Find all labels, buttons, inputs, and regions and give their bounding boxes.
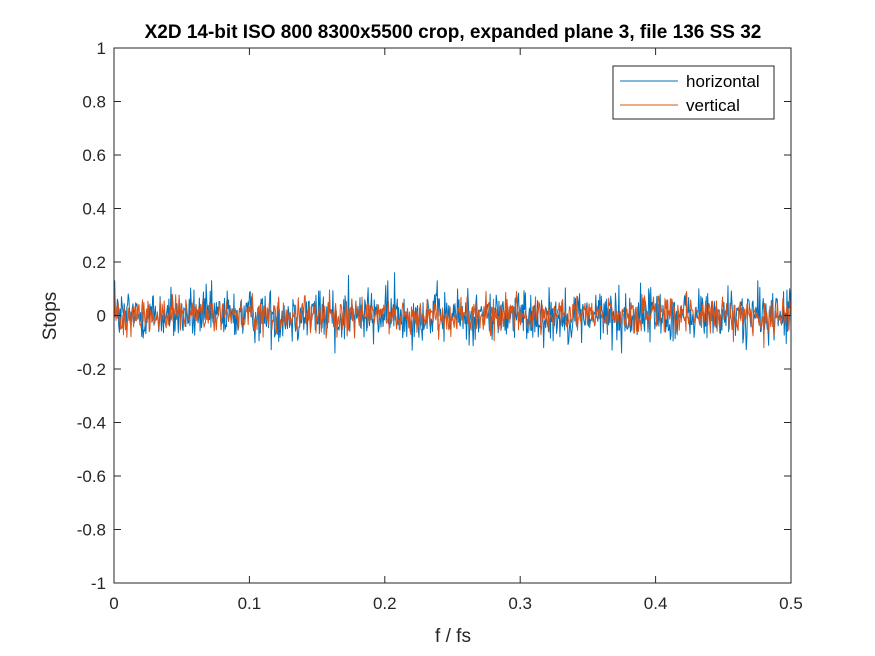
x-tick-label: 0.5	[779, 594, 803, 613]
x-tick-label: 0.2	[373, 594, 397, 613]
y-tick-label: 0.2	[82, 253, 106, 272]
y-tick-label: -0.8	[77, 521, 106, 540]
y-tick-label: -0.4	[77, 414, 106, 433]
y-tick-label: 1	[97, 39, 106, 58]
series-line-vertical	[113, 280, 792, 349]
chart-title: X2D 14-bit ISO 800 8300x5500 crop, expan…	[145, 22, 762, 43]
y-tick-label: 0.8	[82, 93, 106, 112]
x-tick-label: 0.3	[508, 594, 532, 613]
y-tick-label: 0.4	[82, 200, 106, 219]
legend-box	[612, 65, 775, 120]
x-axis-label: f / fs	[435, 626, 471, 647]
y-tick-label: -0.6	[77, 467, 106, 486]
legend-label-vertical: vertical	[686, 96, 740, 115]
x-tick-label: 0	[109, 594, 118, 613]
legend-label-horizontal: horizontal	[686, 72, 760, 91]
y-axis-label: Stops	[40, 292, 61, 341]
y-tick-label: 0.6	[82, 146, 106, 165]
legend: horizontal vertical	[612, 65, 775, 120]
y-tick-label: -0.2	[77, 360, 106, 379]
y-tick-label: 0	[97, 307, 106, 326]
x-tick-label: 0.1	[238, 594, 262, 613]
y-tick-label: -1	[91, 574, 106, 593]
ticks-layer: 0 0.1 0.2 0.3 0.4 0.5 -1 -0.8 -0.6 -0.4 -0.2 0 0.2 0.…	[77, 39, 803, 613]
series-layer	[113, 272, 792, 354]
x-tick-label: 0.4	[644, 594, 668, 613]
